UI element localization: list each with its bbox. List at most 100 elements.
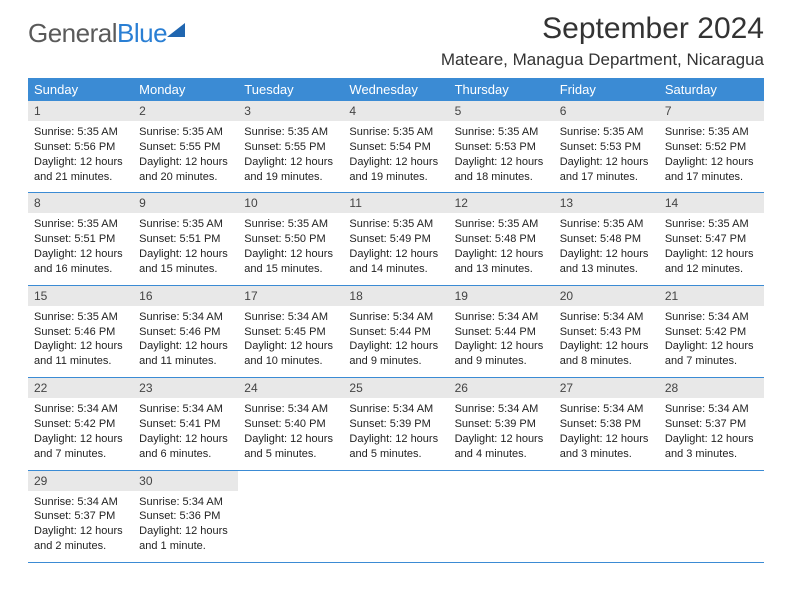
day-body-cell: Sunrise: 5:35 AMSunset: 5:48 PMDaylight:… xyxy=(554,213,659,285)
day-number-cell: 29 xyxy=(28,470,133,491)
day-number-cell: 27 xyxy=(554,378,659,399)
sunrise-text: Sunrise: 5:35 AM xyxy=(244,217,337,232)
sunset-text: Sunset: 5:38 PM xyxy=(560,417,653,432)
daylight-text: Daylight: 12 hours and 11 minutes. xyxy=(139,339,232,369)
day-body-row: Sunrise: 5:35 AMSunset: 5:46 PMDaylight:… xyxy=(28,306,764,378)
day-number-cell: 24 xyxy=(238,378,343,399)
day-body-cell: Sunrise: 5:34 AMSunset: 5:39 PMDaylight:… xyxy=(343,398,448,470)
sunset-text: Sunset: 5:37 PM xyxy=(34,509,127,524)
day-number-row: 2930 xyxy=(28,470,764,491)
daylight-text: Daylight: 12 hours and 13 minutes. xyxy=(560,247,653,277)
day-body-cell xyxy=(449,491,554,563)
day-body-row: Sunrise: 5:34 AMSunset: 5:37 PMDaylight:… xyxy=(28,491,764,563)
daylight-text: Daylight: 12 hours and 14 minutes. xyxy=(349,247,442,277)
sunrise-text: Sunrise: 5:34 AM xyxy=(139,495,232,510)
daylight-text: Daylight: 12 hours and 8 minutes. xyxy=(560,339,653,369)
sunrise-text: Sunrise: 5:34 AM xyxy=(139,402,232,417)
daylight-text: Daylight: 12 hours and 17 minutes. xyxy=(560,155,653,185)
day-number-cell: 13 xyxy=(554,193,659,214)
sunset-text: Sunset: 5:50 PM xyxy=(244,232,337,247)
page-title: September 2024 xyxy=(441,12,764,46)
daylight-text: Daylight: 12 hours and 5 minutes. xyxy=(349,432,442,462)
day-number-cell: 12 xyxy=(449,193,554,214)
day-number-cell: 17 xyxy=(238,285,343,306)
day-body-cell: Sunrise: 5:34 AMSunset: 5:44 PMDaylight:… xyxy=(343,306,448,378)
day-number-cell xyxy=(449,470,554,491)
daylight-text: Daylight: 12 hours and 15 minutes. xyxy=(139,247,232,277)
sunrise-text: Sunrise: 5:35 AM xyxy=(560,125,653,140)
day-body-cell xyxy=(554,491,659,563)
daylight-text: Daylight: 12 hours and 3 minutes. xyxy=(665,432,758,462)
sunset-text: Sunset: 5:44 PM xyxy=(455,325,548,340)
day-number-cell: 8 xyxy=(28,193,133,214)
daylight-text: Daylight: 12 hours and 9 minutes. xyxy=(349,339,442,369)
sunset-text: Sunset: 5:43 PM xyxy=(560,325,653,340)
sunrise-text: Sunrise: 5:34 AM xyxy=(455,402,548,417)
day-body-row: Sunrise: 5:34 AMSunset: 5:42 PMDaylight:… xyxy=(28,398,764,470)
daylight-text: Daylight: 12 hours and 4 minutes. xyxy=(455,432,548,462)
day-number-cell: 11 xyxy=(343,193,448,214)
day-body-cell: Sunrise: 5:35 AMSunset: 5:55 PMDaylight:… xyxy=(238,121,343,193)
day-number-row: 891011121314 xyxy=(28,193,764,214)
sunset-text: Sunset: 5:55 PM xyxy=(244,140,337,155)
sunset-text: Sunset: 5:55 PM xyxy=(139,140,232,155)
weekday-header: Sunday xyxy=(28,78,133,101)
sunrise-text: Sunrise: 5:35 AM xyxy=(244,125,337,140)
day-number-cell: 6 xyxy=(554,101,659,121)
day-number-cell: 10 xyxy=(238,193,343,214)
sunset-text: Sunset: 5:49 PM xyxy=(349,232,442,247)
sunset-text: Sunset: 5:53 PM xyxy=(455,140,548,155)
day-body-row: Sunrise: 5:35 AMSunset: 5:51 PMDaylight:… xyxy=(28,213,764,285)
sunset-text: Sunset: 5:48 PM xyxy=(455,232,548,247)
sunrise-text: Sunrise: 5:34 AM xyxy=(34,495,127,510)
sunset-text: Sunset: 5:52 PM xyxy=(665,140,758,155)
logo: GeneralBlue xyxy=(28,12,185,49)
sunrise-text: Sunrise: 5:35 AM xyxy=(34,125,127,140)
weekday-header-row: SundayMondayTuesdayWednesdayThursdayFrid… xyxy=(28,78,764,101)
logo-text: GeneralBlue xyxy=(28,18,167,49)
weekday-header: Thursday xyxy=(449,78,554,101)
weekday-header: Friday xyxy=(554,78,659,101)
weekday-header: Tuesday xyxy=(238,78,343,101)
day-body-cell: Sunrise: 5:34 AMSunset: 5:42 PMDaylight:… xyxy=(28,398,133,470)
daylight-text: Daylight: 12 hours and 5 minutes. xyxy=(244,432,337,462)
sunset-text: Sunset: 5:45 PM xyxy=(244,325,337,340)
day-body-cell: Sunrise: 5:34 AMSunset: 5:39 PMDaylight:… xyxy=(449,398,554,470)
daylight-text: Daylight: 12 hours and 1 minute. xyxy=(139,524,232,554)
sunset-text: Sunset: 5:54 PM xyxy=(349,140,442,155)
day-body-cell: Sunrise: 5:35 AMSunset: 5:54 PMDaylight:… xyxy=(343,121,448,193)
sunset-text: Sunset: 5:42 PM xyxy=(34,417,127,432)
daylight-text: Daylight: 12 hours and 7 minutes. xyxy=(34,432,127,462)
day-body-cell: Sunrise: 5:35 AMSunset: 5:51 PMDaylight:… xyxy=(133,213,238,285)
daylight-text: Daylight: 12 hours and 2 minutes. xyxy=(34,524,127,554)
sunrise-text: Sunrise: 5:34 AM xyxy=(139,310,232,325)
sunrise-text: Sunrise: 5:34 AM xyxy=(665,402,758,417)
sunrise-text: Sunrise: 5:34 AM xyxy=(560,402,653,417)
day-body-cell: Sunrise: 5:35 AMSunset: 5:47 PMDaylight:… xyxy=(659,213,764,285)
day-body-cell: Sunrise: 5:34 AMSunset: 5:37 PMDaylight:… xyxy=(659,398,764,470)
sunset-text: Sunset: 5:51 PM xyxy=(34,232,127,247)
day-number-cell: 30 xyxy=(133,470,238,491)
day-body-cell xyxy=(238,491,343,563)
title-block: September 2024 Mateare, Managua Departme… xyxy=(441,12,764,70)
sunrise-text: Sunrise: 5:35 AM xyxy=(34,310,127,325)
sunset-text: Sunset: 5:41 PM xyxy=(139,417,232,432)
sunrise-text: Sunrise: 5:35 AM xyxy=(455,217,548,232)
logo-triangle-icon xyxy=(167,23,185,37)
day-number-cell: 20 xyxy=(554,285,659,306)
day-number-cell: 26 xyxy=(449,378,554,399)
daylight-text: Daylight: 12 hours and 18 minutes. xyxy=(455,155,548,185)
sunrise-text: Sunrise: 5:35 AM xyxy=(34,217,127,232)
day-body-cell: Sunrise: 5:35 AMSunset: 5:49 PMDaylight:… xyxy=(343,213,448,285)
sunrise-text: Sunrise: 5:34 AM xyxy=(560,310,653,325)
day-number-cell: 1 xyxy=(28,101,133,121)
daylight-text: Daylight: 12 hours and 19 minutes. xyxy=(349,155,442,185)
sunrise-text: Sunrise: 5:34 AM xyxy=(34,402,127,417)
day-number-cell: 5 xyxy=(449,101,554,121)
weekday-header: Wednesday xyxy=(343,78,448,101)
sunset-text: Sunset: 5:37 PM xyxy=(665,417,758,432)
day-number-cell xyxy=(554,470,659,491)
day-number-cell: 7 xyxy=(659,101,764,121)
day-body-cell: Sunrise: 5:35 AMSunset: 5:46 PMDaylight:… xyxy=(28,306,133,378)
daylight-text: Daylight: 12 hours and 10 minutes. xyxy=(244,339,337,369)
